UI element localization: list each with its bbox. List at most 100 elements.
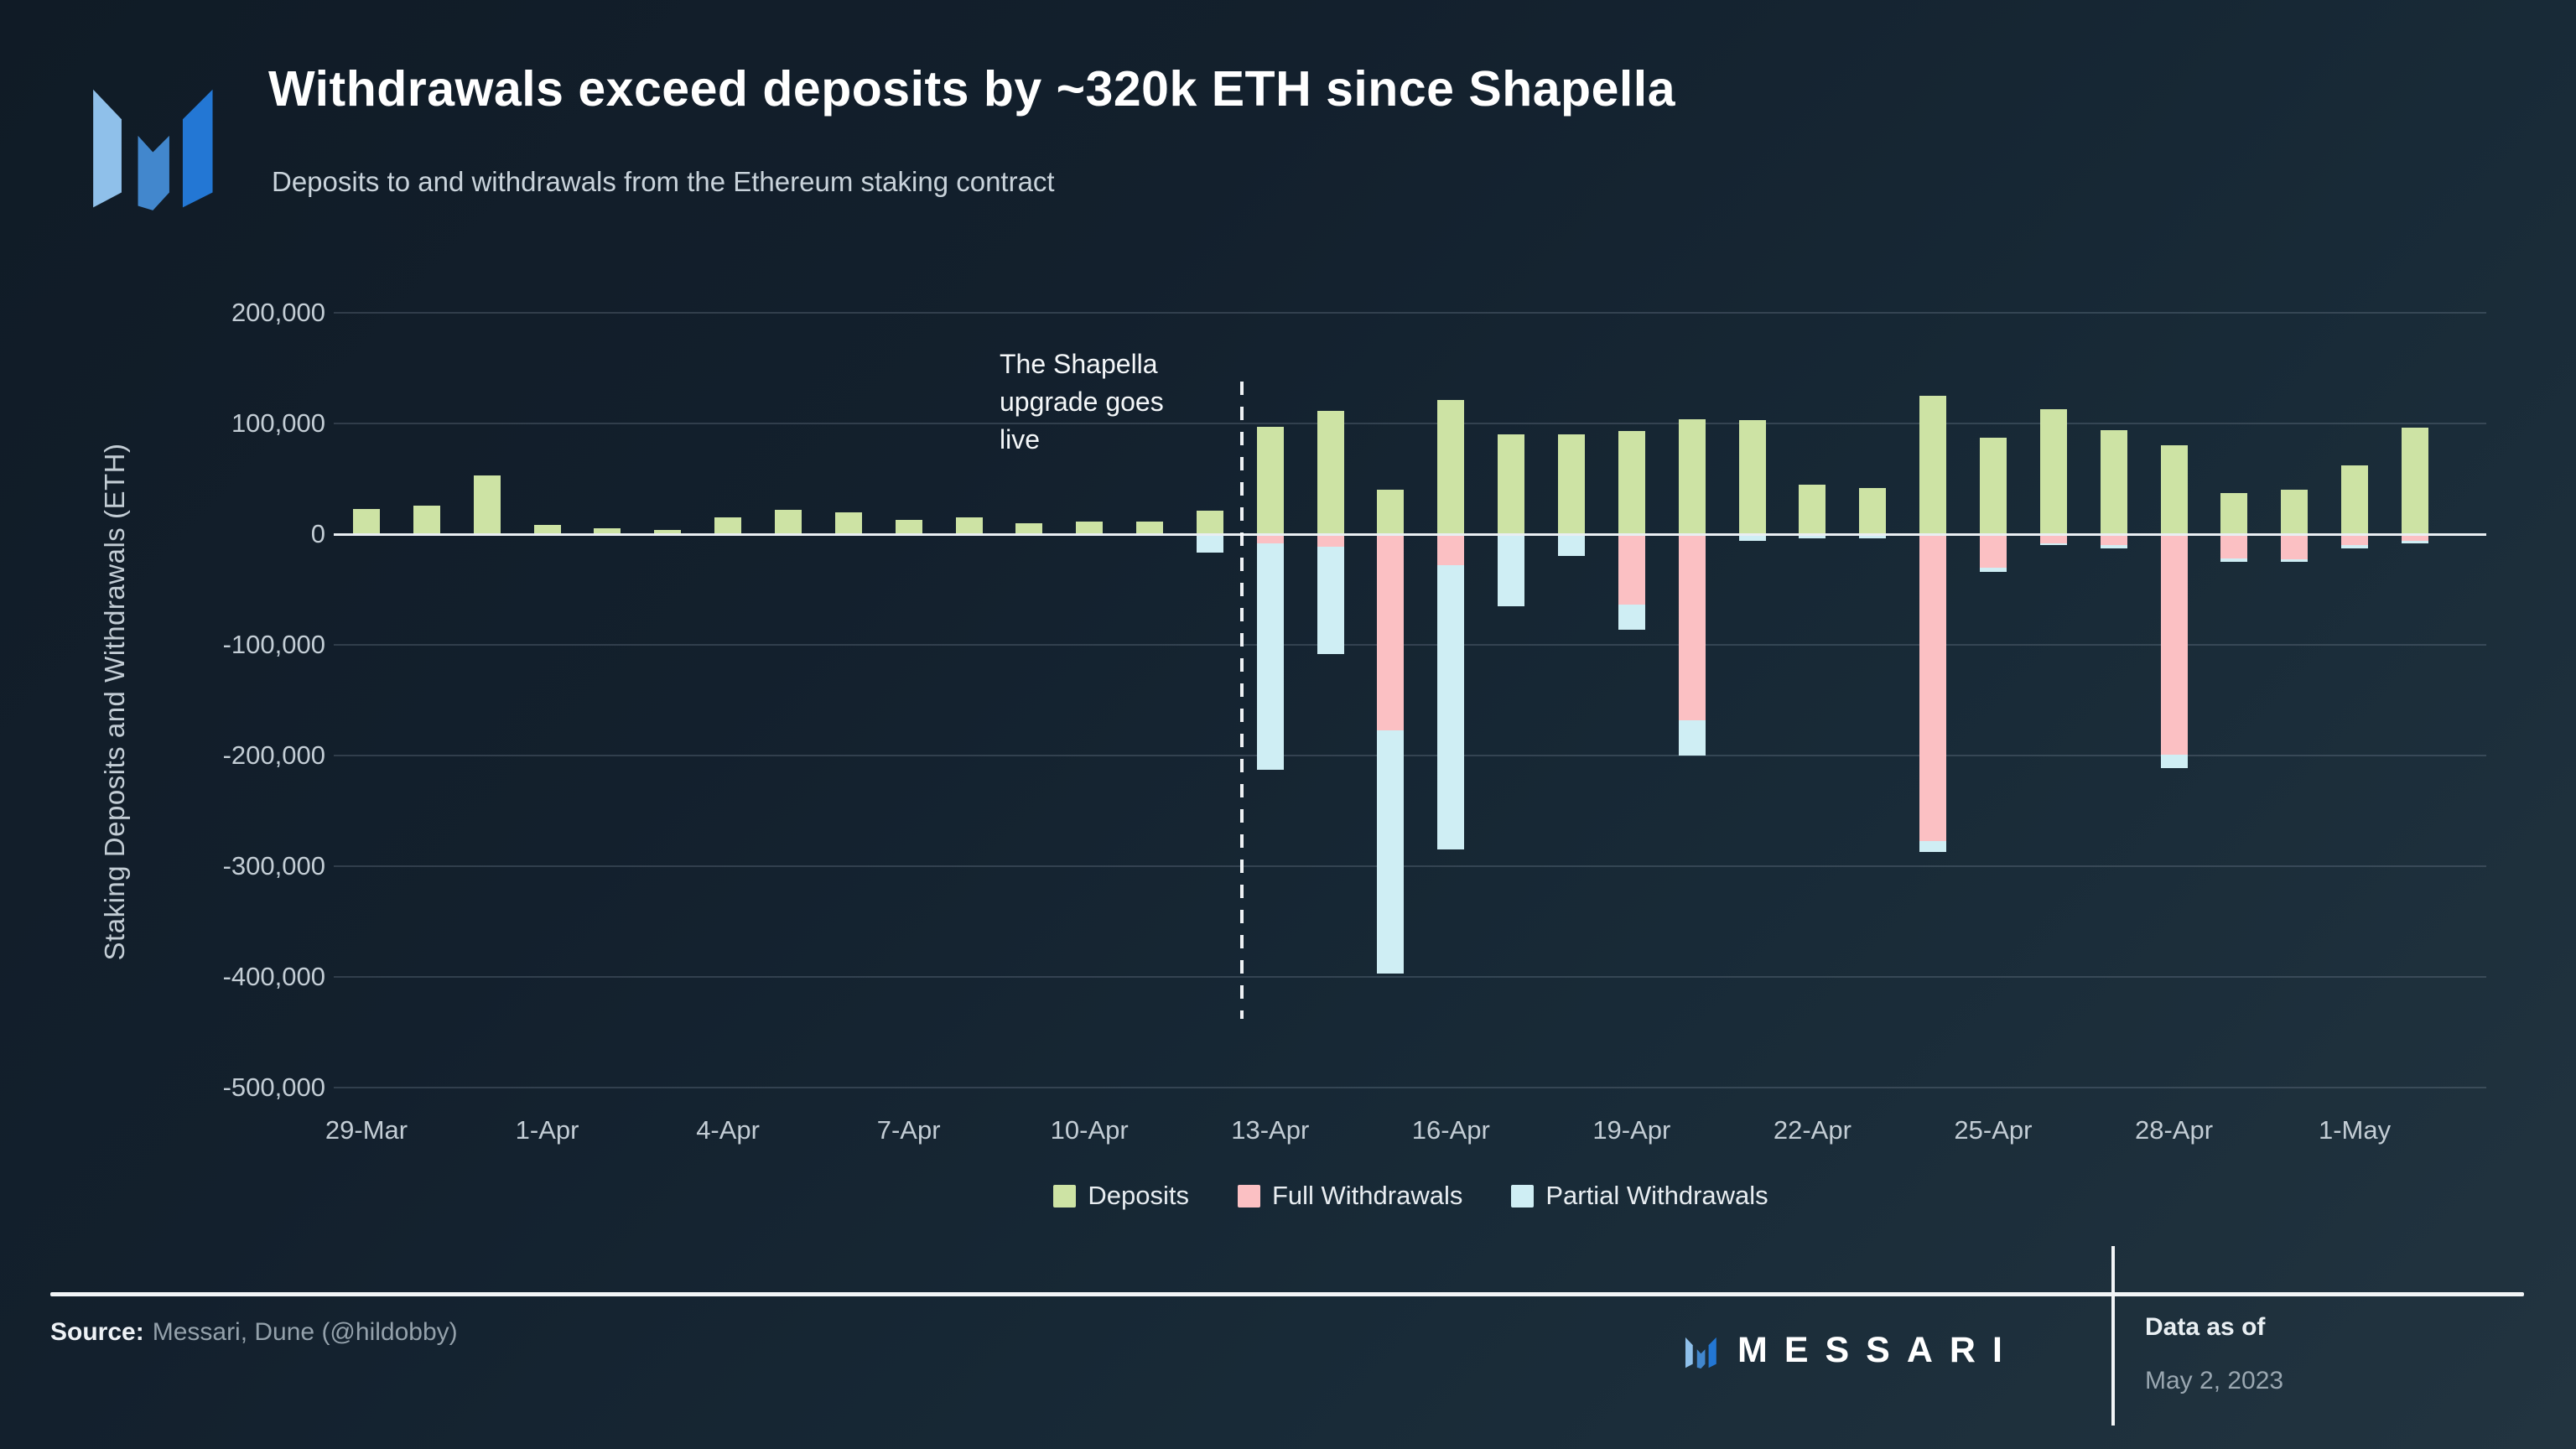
- partial-withdrawal-bar-17-Apr: [1498, 534, 1525, 606]
- x-axis-tick-label-16-Apr: 16-Apr: [1411, 1115, 1490, 1145]
- deposit-bar-13-Apr: [1256, 426, 1284, 534]
- partial-withdrawal-bar-26-Apr: [2039, 543, 2067, 546]
- gridline-y-200000: [334, 312, 2486, 314]
- page-subtitle: Deposits to and withdrawals from the Eth…: [272, 166, 1055, 197]
- deposit-bar-17-Apr: [1498, 434, 1525, 534]
- partial-withdrawal-bar-21-Apr: [1738, 534, 1766, 541]
- full-withdrawal-bar-13-Apr: [1256, 534, 1284, 543]
- full-withdrawal-bar-25-Apr: [1979, 534, 2007, 568]
- partial-withdrawal-bar-20-Apr: [1678, 719, 1706, 756]
- gridline-y--500000: [334, 1087, 2486, 1088]
- deposit-bar-20-Apr: [1678, 418, 1706, 534]
- annotation-line-2: upgrade goes: [1000, 386, 1164, 417]
- deposit-bar-6-Apr: [834, 512, 862, 534]
- y-axis-tick-label: -400,000: [222, 962, 325, 991]
- messari-logo-small: [1685, 1337, 1716, 1368]
- x-axis-tick-label-25-Apr: 25-Apr: [1954, 1115, 2033, 1145]
- legend-label: Full Withdrawals: [1271, 1181, 1463, 1210]
- full-withdrawal-bar-29-Apr: [2220, 534, 2248, 559]
- deposit-bar-14-Apr: [1317, 411, 1344, 534]
- y-axis-tick-label: 200,000: [231, 298, 325, 327]
- deposit-bar-28-Apr: [2160, 445, 2188, 534]
- partial-withdrawal-bar-19-Apr: [1618, 605, 1645, 630]
- deposit-bar-24-Apr: [1919, 396, 1947, 534]
- partial-withdrawal-bar-29-Apr: [2220, 558, 2248, 562]
- deposit-bar-18-Apr: [1558, 434, 1585, 534]
- gridline-y--400000: [334, 976, 2486, 978]
- gridline-y--300000: [334, 865, 2486, 867]
- deposit-bar-12-Apr: [1196, 511, 1223, 534]
- y-axis-tick-label: 100,000: [231, 408, 325, 438]
- x-axis-tick-label-28-Apr: 28-Apr: [2134, 1115, 2214, 1145]
- partial-withdrawal-bar-16-Apr: [1437, 564, 1465, 850]
- footer-divider-horizontal: [50, 1292, 2524, 1296]
- deposit-bar-21-Apr: [1738, 420, 1766, 534]
- gridline-y--100000: [334, 644, 2486, 646]
- full-withdrawal-bar-14-Apr: [1317, 534, 1344, 547]
- x-axis-tick-label-1-May: 1-May: [2318, 1115, 2392, 1145]
- partial-withdrawal-bar-1-May: [2341, 545, 2369, 549]
- full-withdrawal-bar-19-Apr: [1618, 534, 1645, 605]
- full-withdrawal-bar-1-May: [2341, 534, 2369, 546]
- y-axis-tick-label: 0: [310, 519, 325, 548]
- deposit-bar-29-Mar: [353, 508, 380, 534]
- partial-withdrawal-bar-2-May: [2401, 540, 2428, 543]
- partial-withdrawal-bar-25-Apr: [1979, 567, 2007, 572]
- partial-withdrawal-bar-14-Apr: [1317, 546, 1344, 654]
- y-axis-tick-label: -200,000: [222, 740, 325, 770]
- page-title: Withdrawals exceed deposits by ~320k ETH…: [268, 61, 1676, 117]
- legend-swatch-icon: [1511, 1184, 1535, 1208]
- deposit-bar-16-Apr: [1437, 400, 1465, 534]
- deposit-bar-8-Apr: [955, 517, 983, 534]
- partial-withdrawal-bar-22-Apr: [1799, 534, 1826, 539]
- source-value: Messari, Dune (@hildobby): [152, 1318, 458, 1346]
- deposit-bar-11-Apr: [1136, 522, 1164, 534]
- x-axis-tick-label-29-Mar: 29-Mar: [325, 1115, 408, 1145]
- full-withdrawal-bar-24-Apr: [1919, 534, 1947, 841]
- deposit-bar-27-Apr: [2100, 429, 2127, 534]
- x-axis-tick-label-22-Apr: 22-Apr: [1773, 1115, 1852, 1145]
- chart-legend: Deposits Full Withdrawals Partial Withdraw…: [335, 1181, 2486, 1211]
- deposit-bar-7-Apr: [895, 519, 922, 534]
- legend-label: Partial Withdrawals: [1545, 1181, 1768, 1210]
- x-axis-tick-label-1-Apr: 1-Apr: [515, 1115, 579, 1145]
- y-axis-tick-label: -500,000: [222, 1072, 325, 1102]
- x-axis-tick-label-7-Apr: 7-Apr: [876, 1115, 941, 1145]
- messari-logo: [93, 89, 213, 210]
- legend-item-deposits: Deposits: [1053, 1181, 1189, 1211]
- deposit-bar-15-Apr: [1377, 490, 1405, 534]
- messari-wordmark: MESSARI: [1737, 1330, 2019, 1370]
- gridline-y--200000: [334, 755, 2486, 756]
- data-as-of-value: May 2, 2023: [2145, 1367, 2284, 1394]
- x-axis-tick-label-10-Apr: 10-Apr: [1050, 1115, 1129, 1145]
- partial-withdrawal-bar-15-Apr: [1377, 730, 1405, 974]
- legend-swatch-icon: [1053, 1184, 1077, 1208]
- deposit-bar-5-Apr: [774, 509, 802, 534]
- full-withdrawal-bar-16-Apr: [1437, 534, 1465, 565]
- full-withdrawal-bar-20-Apr: [1678, 534, 1706, 720]
- full-withdrawal-bar-30-Apr: [2281, 534, 2309, 560]
- partial-withdrawal-bar-23-Apr: [1859, 534, 1887, 539]
- data-as-of-label: Data as of: [2145, 1313, 2266, 1341]
- deposit-bar-26-Apr: [2039, 408, 2067, 534]
- partial-withdrawal-bar-27-Apr: [2100, 545, 2127, 549]
- zero-axis-line: [334, 533, 2486, 536]
- full-withdrawal-bar-2-May: [2401, 534, 2428, 541]
- deposit-bar-4-Apr: [714, 517, 742, 534]
- y-axis-tick-label: -300,000: [222, 851, 325, 880]
- deposit-bar-3-Apr: [654, 529, 682, 534]
- source-attribution: Source: Messari, Dune (@hildobby): [50, 1318, 458, 1347]
- y-axis-tick-label: -100,000: [222, 630, 325, 659]
- legend-swatch-icon: [1237, 1184, 1260, 1208]
- footer-divider-vertical: [2111, 1246, 2115, 1426]
- messari-brand-lockup: MESSARI: [1680, 1330, 2019, 1371]
- full-withdrawal-bar-26-Apr: [2039, 534, 2067, 543]
- deposit-bar-2-Apr: [594, 528, 621, 534]
- partial-withdrawal-bar-28-Apr: [2160, 754, 2188, 768]
- deposit-bar-9-Apr: [1015, 522, 1043, 534]
- deposit-bar-22-Apr: [1799, 484, 1826, 534]
- source-label: Source:: [50, 1318, 144, 1346]
- deposit-bar-31-Mar: [473, 475, 501, 534]
- deposit-bar-19-Apr: [1618, 431, 1645, 534]
